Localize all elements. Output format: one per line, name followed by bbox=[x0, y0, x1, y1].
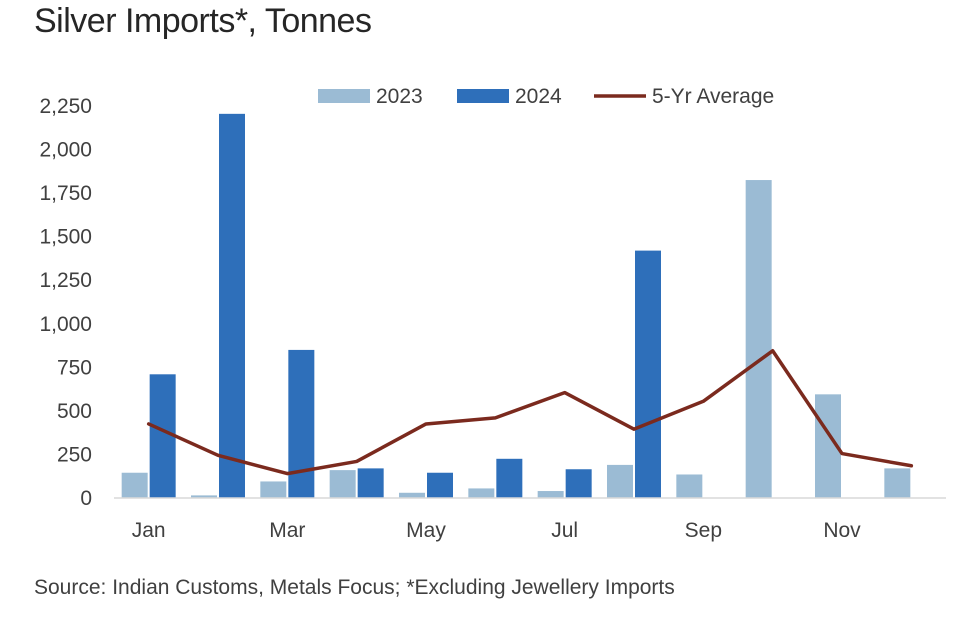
bar-2023 bbox=[329, 470, 356, 498]
y-tick-label: 500 bbox=[57, 400, 92, 423]
chart-title: Silver Imports*, Tonnes bbox=[34, 2, 372, 40]
y-tick-label: 250 bbox=[57, 443, 92, 466]
line-5-yr-average bbox=[146, 349, 914, 476]
x-tick-label: Mar bbox=[269, 519, 305, 542]
bar-2024 bbox=[427, 472, 453, 498]
y-tick-label: 1,750 bbox=[39, 182, 92, 205]
bar-2023 bbox=[745, 180, 772, 499]
legend-swatch bbox=[318, 89, 370, 103]
bar-2024 bbox=[635, 250, 661, 498]
legend-label: 5-Yr Average bbox=[652, 85, 774, 108]
bar-2023 bbox=[121, 472, 148, 498]
y-tick-label: 1,000 bbox=[39, 313, 92, 336]
bar-2023 bbox=[468, 488, 495, 498]
x-tick-label: Sep bbox=[685, 519, 722, 542]
bar-2024 bbox=[288, 349, 315, 498]
y-tick-label: 2,000 bbox=[39, 139, 92, 162]
y-tick-label: 2,250 bbox=[39, 95, 92, 118]
bar-2024 bbox=[149, 374, 176, 498]
bar-2023 bbox=[607, 464, 633, 498]
bar-2023 bbox=[191, 495, 217, 498]
bar-series-group bbox=[121, 113, 911, 499]
legend: 2023 2024 5-Yr Average bbox=[318, 85, 774, 108]
legend-swatch bbox=[457, 89, 509, 103]
line-series-group bbox=[146, 349, 914, 476]
x-tick-label: Jul bbox=[551, 519, 578, 542]
bar-2023 bbox=[884, 468, 911, 498]
y-tick-label: 750 bbox=[57, 356, 92, 379]
bar-2023 bbox=[399, 492, 425, 498]
x-tick-label: May bbox=[406, 519, 446, 542]
source-note: Source: Indian Customs, Metals Focus; *E… bbox=[34, 576, 675, 599]
x-tick-label: Nov bbox=[823, 519, 861, 542]
x-tick-label: Jan bbox=[132, 519, 166, 542]
bar-2024 bbox=[219, 113, 245, 498]
x-axis: Jan Mar May Jul Sep Nov bbox=[132, 519, 861, 542]
bar-2024 bbox=[565, 469, 592, 498]
bar-2024 bbox=[496, 458, 523, 498]
legend-label: 2023 bbox=[376, 85, 423, 108]
bar-2023 bbox=[537, 491, 564, 498]
y-tick-label: 1,250 bbox=[39, 269, 92, 292]
y-tick-label: 0 bbox=[80, 487, 92, 510]
bar-2023 bbox=[260, 481, 287, 498]
bar-2024 bbox=[357, 468, 384, 498]
bar-2023 bbox=[676, 474, 703, 498]
y-axis: 0 250 500 750 1,000 1,250 1,500 1,750 2,000 2,250 bbox=[39, 95, 92, 510]
legend-label: 2024 bbox=[515, 85, 562, 108]
y-tick-label: 1,500 bbox=[39, 226, 92, 249]
